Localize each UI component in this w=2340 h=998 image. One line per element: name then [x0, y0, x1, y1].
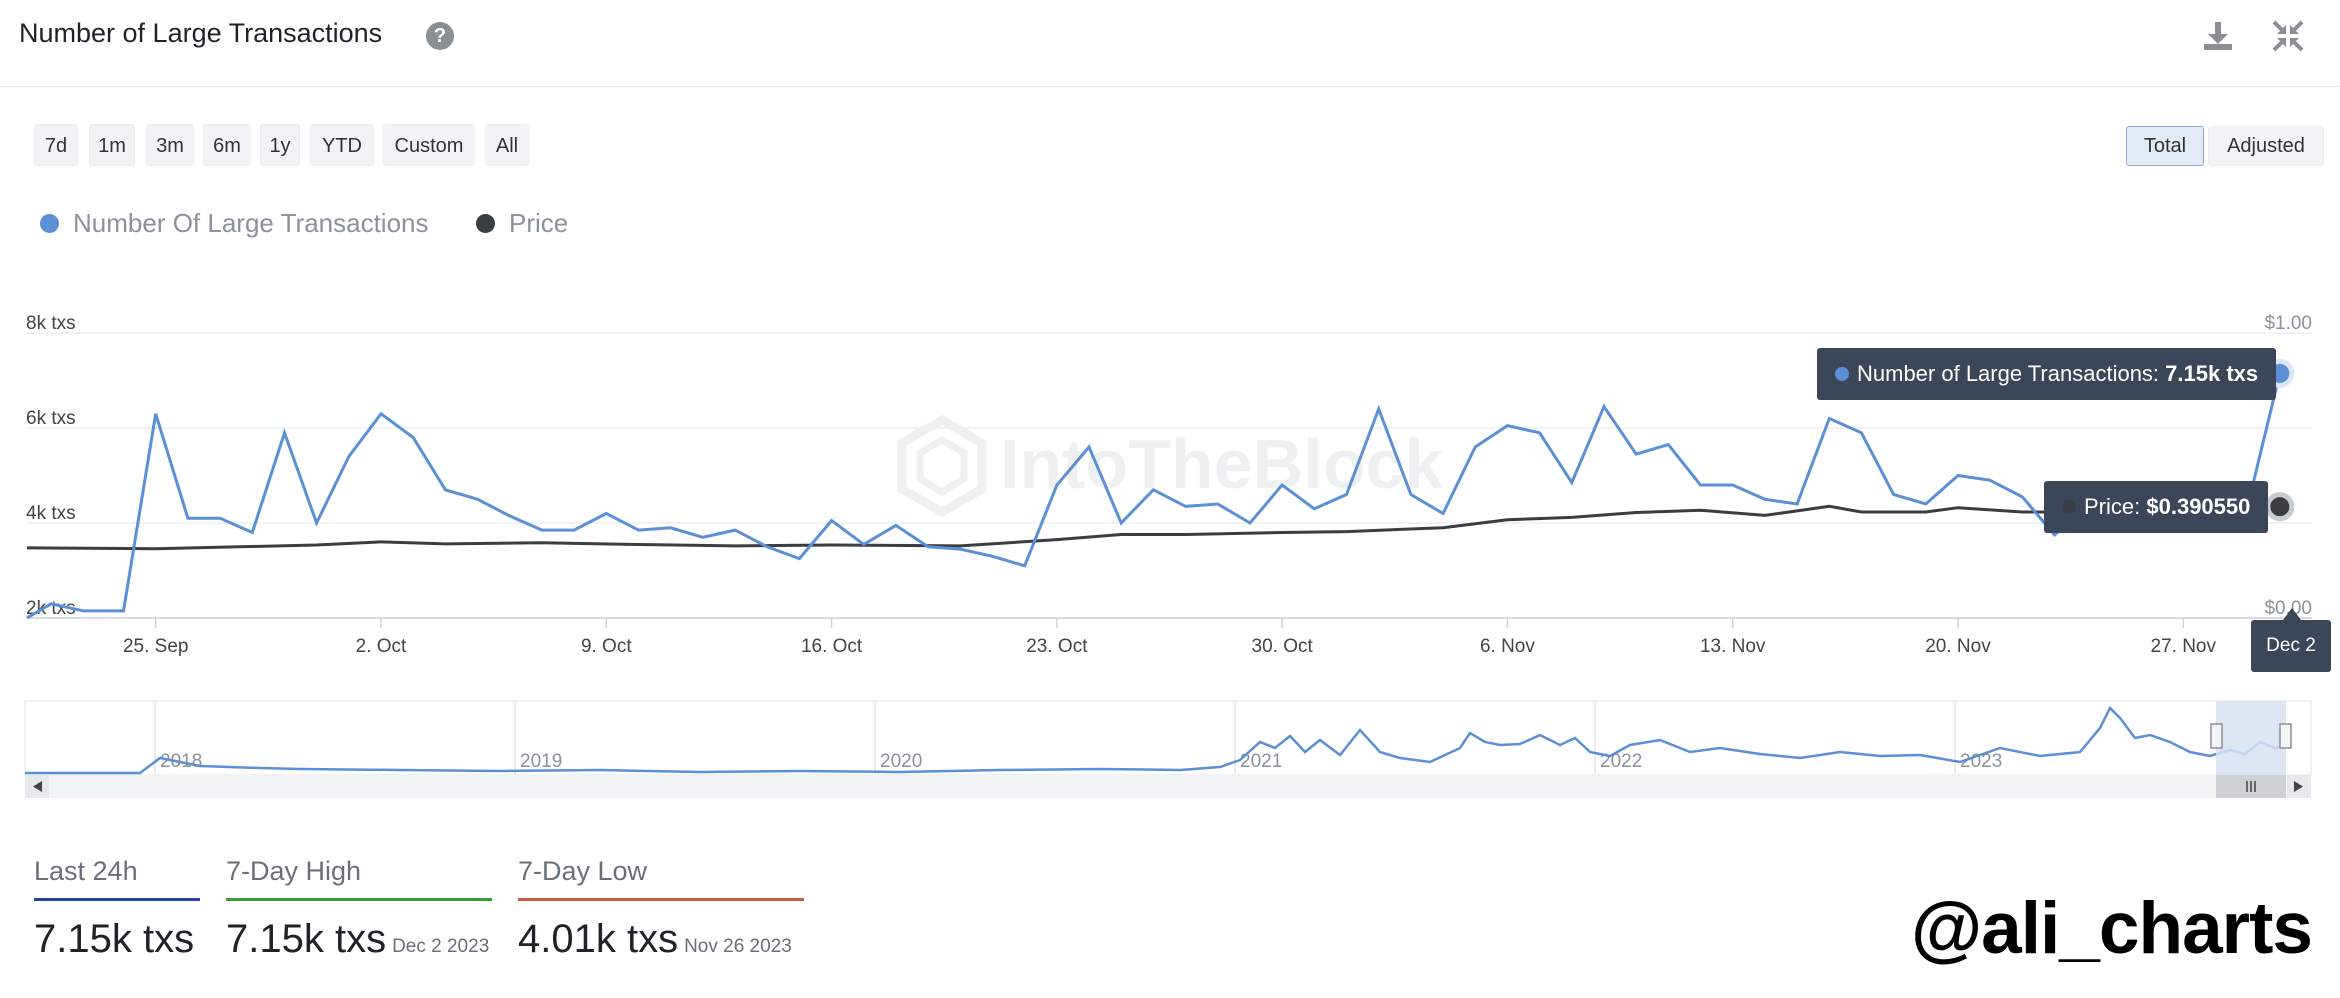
- stat-7day-low: 7-Day Low 4.01k txs Nov 26 2023: [518, 856, 804, 962]
- y-axis-left: 2k txs 4k txs 6k txs 8k txs: [26, 313, 76, 619]
- range-custom-button[interactable]: Custom: [383, 124, 475, 166]
- stat-value: 4.01k txs Nov 26 2023: [518, 917, 792, 961]
- navigator-year-label: 2023: [1960, 751, 2002, 772]
- stat-date: Dec 2 2023: [392, 936, 490, 957]
- legend-dot-icon: [40, 213, 59, 233]
- tooltip-value: $0.390550: [2146, 494, 2251, 519]
- navigator-selection[interactable]: [2216, 701, 2286, 775]
- x-tick-label: 13. Nov: [1700, 636, 1766, 657]
- x-tick-label: 6. Nov: [1480, 636, 1535, 657]
- x-tick-label: 16. Oct: [801, 636, 863, 657]
- transactions-series-line: [26, 373, 2282, 620]
- stat-value: 7.15k txs Dec 2 2023: [226, 917, 490, 961]
- price-tooltip: Price: $0.390550: [2044, 481, 2269, 533]
- collapse-arrows-icon[interactable]: [2270, 18, 2306, 54]
- date-flag: Dec 2: [2251, 608, 2331, 672]
- stat-label: Last 24h: [34, 856, 138, 886]
- legend-label: Price: [509, 208, 569, 238]
- line-chart: IntoTheBlock 2k txs 4k txs 6k txs 8k txs $0…: [24, 313, 2312, 798]
- x-tick-label: 30. Oct: [1252, 636, 1314, 657]
- x-tick-label: 2. Oct: [356, 636, 407, 657]
- stat-7day-high: 7-Day High 7.15k txs Dec 2 2023: [226, 856, 492, 962]
- legend-item-transactions[interactable]: Number Of Large Transactions: [40, 206, 429, 240]
- watermark-text: IntoTheBlock: [1000, 425, 1443, 503]
- total-toggle-button[interactable]: Total: [2126, 126, 2204, 166]
- page-title: Number of Large Transactions: [19, 18, 383, 48]
- stat-date: Nov 26 2023: [684, 936, 792, 957]
- price-series-line: [26, 504, 2280, 551]
- stat-underline: [34, 898, 200, 901]
- scroll-left-arrow-icon: [33, 781, 42, 792]
- stat-underline: [226, 898, 492, 901]
- navigator-year-label: 2021: [1240, 751, 1282, 772]
- range-all-button[interactable]: All: [485, 124, 529, 166]
- legend-label: Number Of Large Transactions: [73, 208, 429, 238]
- y-right-tick-label: $1.00: [2264, 313, 2312, 334]
- navigator[interactable]: 2018 2019 2020 2021 2022 2023: [24, 700, 2312, 776]
- download-icon[interactable]: [2200, 18, 2236, 54]
- x-tick-label: 25. Sep: [123, 636, 189, 657]
- range-ytd-button[interactable]: YTD: [310, 124, 374, 166]
- tooltip-dot-icon: [1835, 367, 1849, 381]
- legend-dot-icon: [476, 213, 495, 233]
- tooltip-value: 7.15k txs: [2165, 361, 2259, 386]
- navigator-left-handle[interactable]: [2210, 723, 2223, 749]
- range-1m-button[interactable]: 1m: [89, 124, 135, 166]
- legend-item-price[interactable]: Price: [476, 206, 568, 240]
- x-tick-label: 20. Nov: [1925, 636, 1991, 657]
- x-axis: 25. Sep 2. Oct 9. Oct 16. Oct 23. Oct 30. Oct…: [27, 617, 2312, 657]
- y-left-tick-label: 2k txs: [26, 598, 76, 619]
- chart-header: Number of Large Transactions ?: [0, 0, 2340, 87]
- stat-label: 7-Day High: [226, 856, 362, 886]
- navigator-series-line: [25, 705, 2287, 775]
- x-tick-label: 27. Nov: [2151, 636, 2217, 657]
- author-handle: @ali_charts: [1910, 888, 2313, 969]
- y-left-tick-label: 4k txs: [26, 503, 76, 524]
- y-left-tick-label: 8k txs: [26, 313, 76, 334]
- help-icon[interactable]: ?: [426, 22, 454, 50]
- x-tick-label: 9. Oct: [581, 636, 632, 657]
- navigator-scrollbar[interactable]: [25, 775, 2311, 798]
- scroll-right-arrow-icon: [2294, 781, 2303, 792]
- range-6m-button[interactable]: 6m: [203, 124, 251, 166]
- stat-label: 7-Day Low: [518, 856, 648, 886]
- tooltip-dot-icon: [2062, 500, 2076, 514]
- x-tick-label: 23. Oct: [1026, 636, 1088, 657]
- range-3m-button[interactable]: 3m: [146, 124, 194, 166]
- navigator-right-handle[interactable]: [2279, 723, 2292, 749]
- navigator-year-label: 2020: [880, 751, 922, 772]
- range-1y-button[interactable]: 1y: [260, 124, 300, 166]
- transactions-tooltip: Number of Large Transactions: 7.15k txs: [1817, 348, 2277, 400]
- adjusted-toggle-button[interactable]: Adjusted: [2208, 126, 2324, 166]
- y-left-tick-label: 6k txs: [26, 408, 76, 429]
- navigator-year-label: 2019: [520, 751, 562, 772]
- tooltip-label: Price:: [2084, 494, 2141, 519]
- stat-last-24h: Last 24h 7.15k txs: [34, 856, 200, 962]
- stat-value: 7.15k txs: [34, 917, 195, 961]
- stat-underline: [518, 898, 804, 901]
- tooltip-label: Number of Large Transactions:: [1857, 361, 2160, 386]
- range-7d-button[interactable]: 7d: [34, 124, 78, 166]
- price-hover-marker: [2265, 492, 2295, 522]
